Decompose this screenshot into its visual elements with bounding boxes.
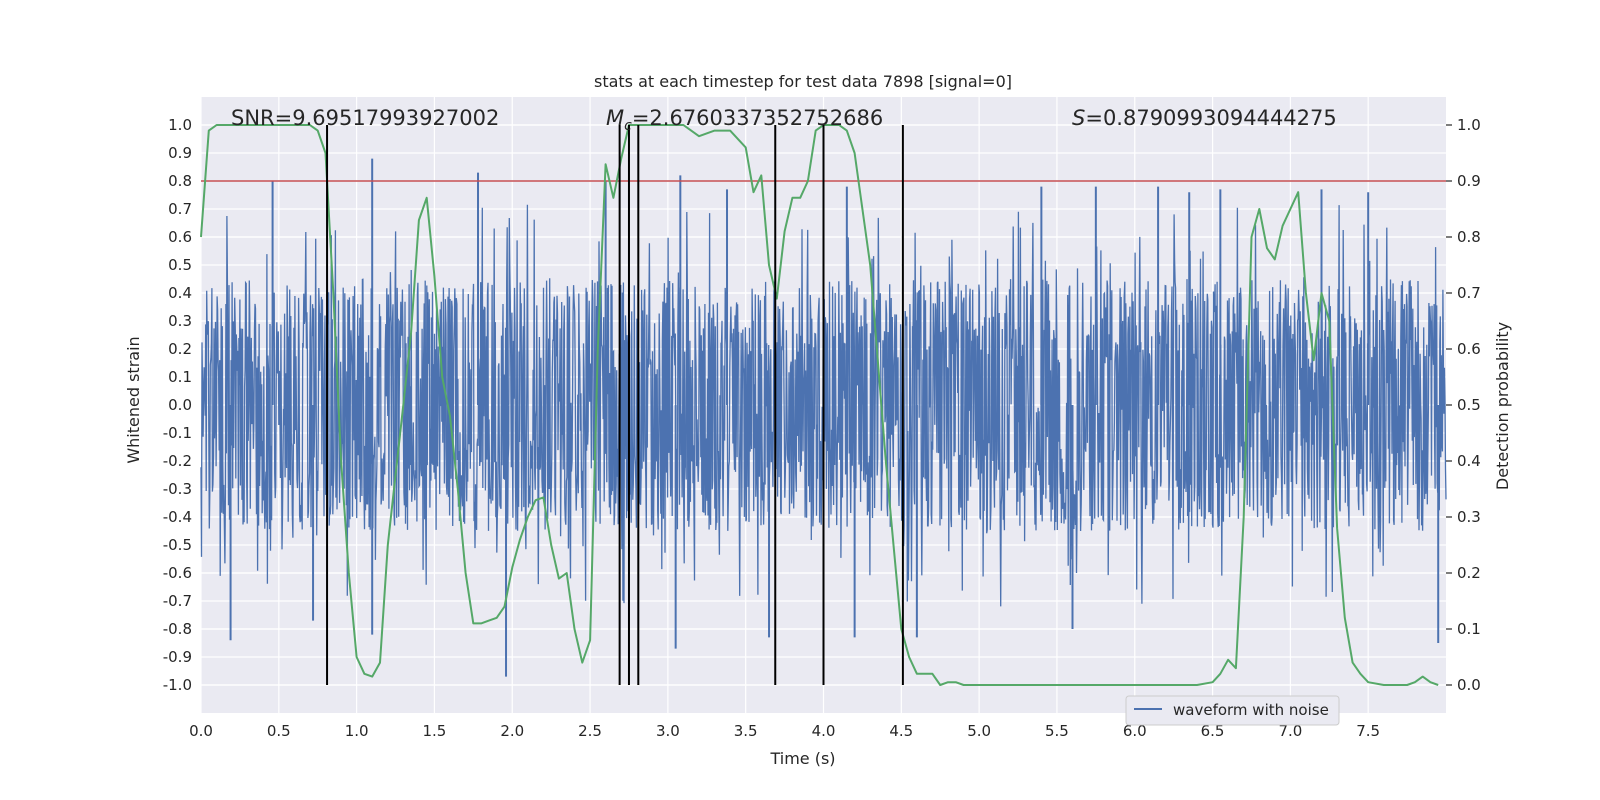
x-tick-label: 2.0	[500, 722, 524, 740]
left-tick-label: 0.9	[168, 144, 192, 162]
legend: waveform with noise	[1125, 695, 1340, 726]
right-tick-label: 0.0	[1457, 676, 1481, 694]
x-tick-label: 0.0	[189, 722, 213, 740]
left-axis-ticks: 1.0 0.9 0.8 0.7 0.6 0.5 0.4 0.3 0.2 0.1 0.0 -0.1 -0.…	[163, 116, 192, 694]
left-tick-label: 0.6	[168, 228, 192, 246]
x-tick-label: 5.0	[967, 722, 991, 740]
left-axis-label: Whitened strain	[124, 336, 143, 463]
left-tick-label: -1.0	[163, 676, 192, 694]
right-axis-ticks: 1.0 0.9 0.8 0.7 0.6 0.5 0.4 0.3 0.2 0.1 0.0	[1446, 116, 1481, 694]
x-tick-label: 6.0	[1123, 722, 1147, 740]
left-tick-label: 0.2	[168, 340, 192, 358]
left-tick-label: -0.7	[163, 592, 192, 610]
right-tick-label: 0.8	[1457, 228, 1481, 246]
x-tick-label: 2.5	[578, 722, 602, 740]
left-tick-label: 1.0	[168, 116, 192, 134]
x-axis-ticks: 0.0 0.5 1.0 1.5 2.0 2.5 3.0 3.5 4.0 4.5 5.0 5.5 6.0 6…	[189, 722, 1380, 740]
s-value: =0.8790993094444275	[1085, 106, 1336, 130]
chart-title: stats at each timestep for test data 789…	[594, 72, 1012, 91]
s-symbol: S	[1072, 106, 1085, 130]
left-tick-label: -0.4	[163, 508, 192, 526]
right-tick-label: 0.1	[1457, 620, 1481, 638]
x-tick-label: 7.5	[1356, 722, 1380, 740]
chirp-mass-value: =2.6760337352752686	[632, 106, 883, 130]
x-tick-label: 6.5	[1201, 722, 1225, 740]
s-annotation: S=0.8790993094444275	[1072, 106, 1337, 130]
left-tick-label: -0.2	[163, 452, 192, 470]
x-tick-label: 1.0	[345, 722, 369, 740]
x-tick-label: 5.5	[1045, 722, 1069, 740]
snr-annotation: SNR=9.69517993927002	[231, 106, 499, 130]
x-tick-label: 3.5	[734, 722, 758, 740]
left-tick-label: -0.1	[163, 424, 192, 442]
left-tick-label: 0.1	[168, 368, 192, 386]
left-tick-label: -0.8	[163, 620, 192, 638]
waveform-series	[200, 158, 1447, 677]
right-tick-label: 0.6	[1457, 340, 1481, 358]
left-tick-label: -0.6	[163, 564, 192, 582]
right-axis-label: Detection probability	[1493, 322, 1512, 490]
legend-box	[1125, 695, 1340, 726]
left-tick-label: -0.3	[163, 480, 192, 498]
right-tick-label: 0.2	[1457, 564, 1481, 582]
x-tick-label: 7.0	[1278, 722, 1302, 740]
left-tick-label: 0.5	[168, 256, 192, 274]
right-tick-label: 0.4	[1457, 452, 1481, 470]
trigger-lines	[326, 125, 904, 685]
legend-label: waveform with noise	[1173, 701, 1329, 719]
probability-line	[200, 124, 1439, 686]
right-tick-label: 0.5	[1457, 396, 1481, 414]
right-tick-label: 0.9	[1457, 172, 1481, 190]
x-axis-label: Time (s)	[769, 749, 835, 768]
probability-series	[200, 124, 1439, 686]
chirp-mass-annotation: Mc=2.6760337352752686	[606, 106, 883, 134]
x-tick-label: 0.5	[267, 722, 291, 740]
left-tick-label: 0.7	[168, 200, 192, 218]
left-tick-label: 0.3	[168, 312, 192, 330]
x-tick-label: 3.0	[656, 722, 680, 740]
x-tick-label: 4.5	[889, 722, 913, 740]
left-tick-label: -0.5	[163, 536, 192, 554]
left-tick-label: 0.4	[168, 284, 192, 302]
right-tick-label: 1.0	[1457, 116, 1481, 134]
left-tick-label: 0.0	[168, 396, 192, 414]
x-tick-label: 4.0	[812, 722, 836, 740]
x-tick-label: 1.5	[423, 722, 447, 740]
left-tick-label: -0.9	[163, 648, 192, 666]
left-tick-label: 0.8	[168, 172, 192, 190]
chirp-mass-symbol: M	[606, 106, 624, 130]
chirp-mass-subscript: c	[624, 118, 632, 134]
right-tick-label: 0.3	[1457, 508, 1481, 526]
right-tick-label: 0.7	[1457, 284, 1481, 302]
